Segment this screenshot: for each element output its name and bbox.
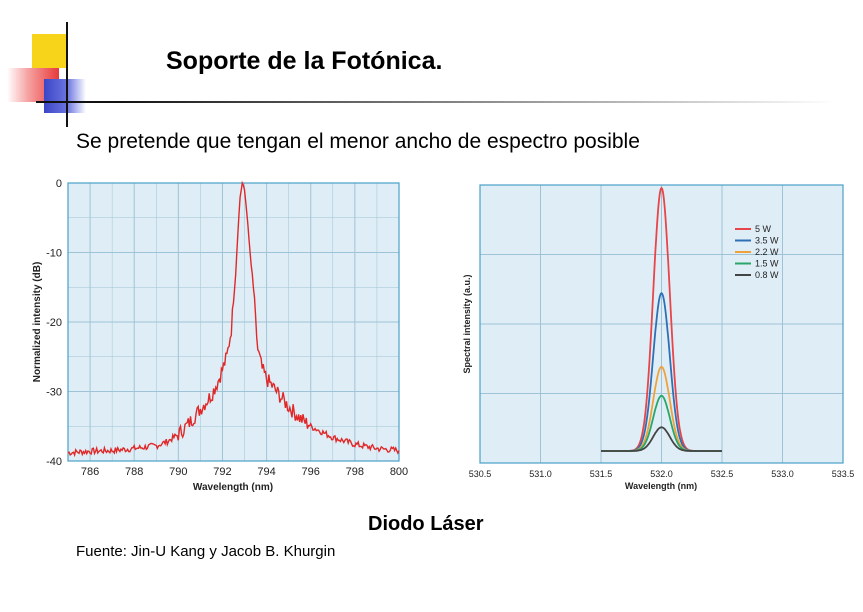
legend-label: 1.5 W: [755, 259, 779, 269]
slide-title: Soporte de la Fotónica.: [166, 47, 443, 75]
series-line-2-2-w: [601, 365, 722, 452]
legend-label: 0.8 W: [755, 270, 779, 280]
figure-caption: Diodo Láser: [368, 513, 484, 535]
slide-subtitle: Se pretende que tengan el menor ancho de…: [76, 130, 640, 153]
legend-label: 2.2 W: [755, 247, 779, 257]
x-tick-label: 790: [169, 466, 187, 478]
plot-area: [68, 183, 399, 461]
series-line-3-5-w: [601, 292, 722, 452]
decor-horizontal-rule: [36, 101, 836, 103]
series-line: [67, 180, 400, 458]
legend: 5 W 3.5 W2.2 W 1.5 W0.8 W: [735, 224, 779, 280]
x-tick-label: 531.0: [529, 469, 552, 479]
x-tick-label: 800: [390, 466, 408, 478]
decor-blue-square: [44, 79, 86, 113]
plot-area: [480, 185, 843, 463]
x-tick-label: 533.0: [771, 469, 794, 479]
legend-label: 3.5 W: [755, 236, 779, 246]
y-axis-label: Normalized intensity (dB): [32, 262, 43, 383]
plot-frame: [67, 182, 400, 462]
x-axis-label: Wavelength (nm): [193, 482, 273, 493]
x-tick-label: 532.0: [650, 469, 673, 479]
x-axis-label: Wavelength (nm): [625, 481, 697, 491]
decor-yellow-square: [32, 34, 66, 68]
decor-vertical-rule: [66, 22, 68, 127]
y-tick-label: -30: [46, 387, 62, 399]
x-tick-label: 788: [125, 466, 143, 478]
x-tick-label: 533.5: [832, 469, 855, 479]
x-tick-label: 532.5: [711, 469, 734, 479]
y-axis-label: Spectral intensity (a.u.): [462, 274, 472, 373]
series-line-5-w: [601, 186, 722, 452]
x-tick-label: 530.5: [469, 469, 492, 479]
series-line-1-5-w: [601, 394, 722, 452]
y-tick-label: 0: [56, 178, 62, 190]
grid-lines: [479, 185, 844, 463]
x-tick-label: 794: [257, 466, 275, 478]
x-tick-label: 792: [213, 466, 231, 478]
x-tick-label: 798: [346, 466, 364, 478]
grid-lines: [67, 182, 400, 462]
x-tick-label: 786: [81, 466, 99, 478]
series-line-0-8-w: [601, 426, 722, 452]
plot-frame: [479, 184, 844, 464]
legend-label: 5 W: [755, 224, 772, 234]
y-tick-label: -40: [46, 456, 62, 468]
x-tick-label: 531.5: [590, 469, 613, 479]
source-citation: Fuente: Jin-U Kang y Jacob B. Khurgin: [76, 543, 336, 560]
y-tick-label: -10: [46, 248, 62, 260]
y-tick-label: -20: [46, 317, 62, 329]
x-tick-label: 796: [302, 466, 320, 478]
